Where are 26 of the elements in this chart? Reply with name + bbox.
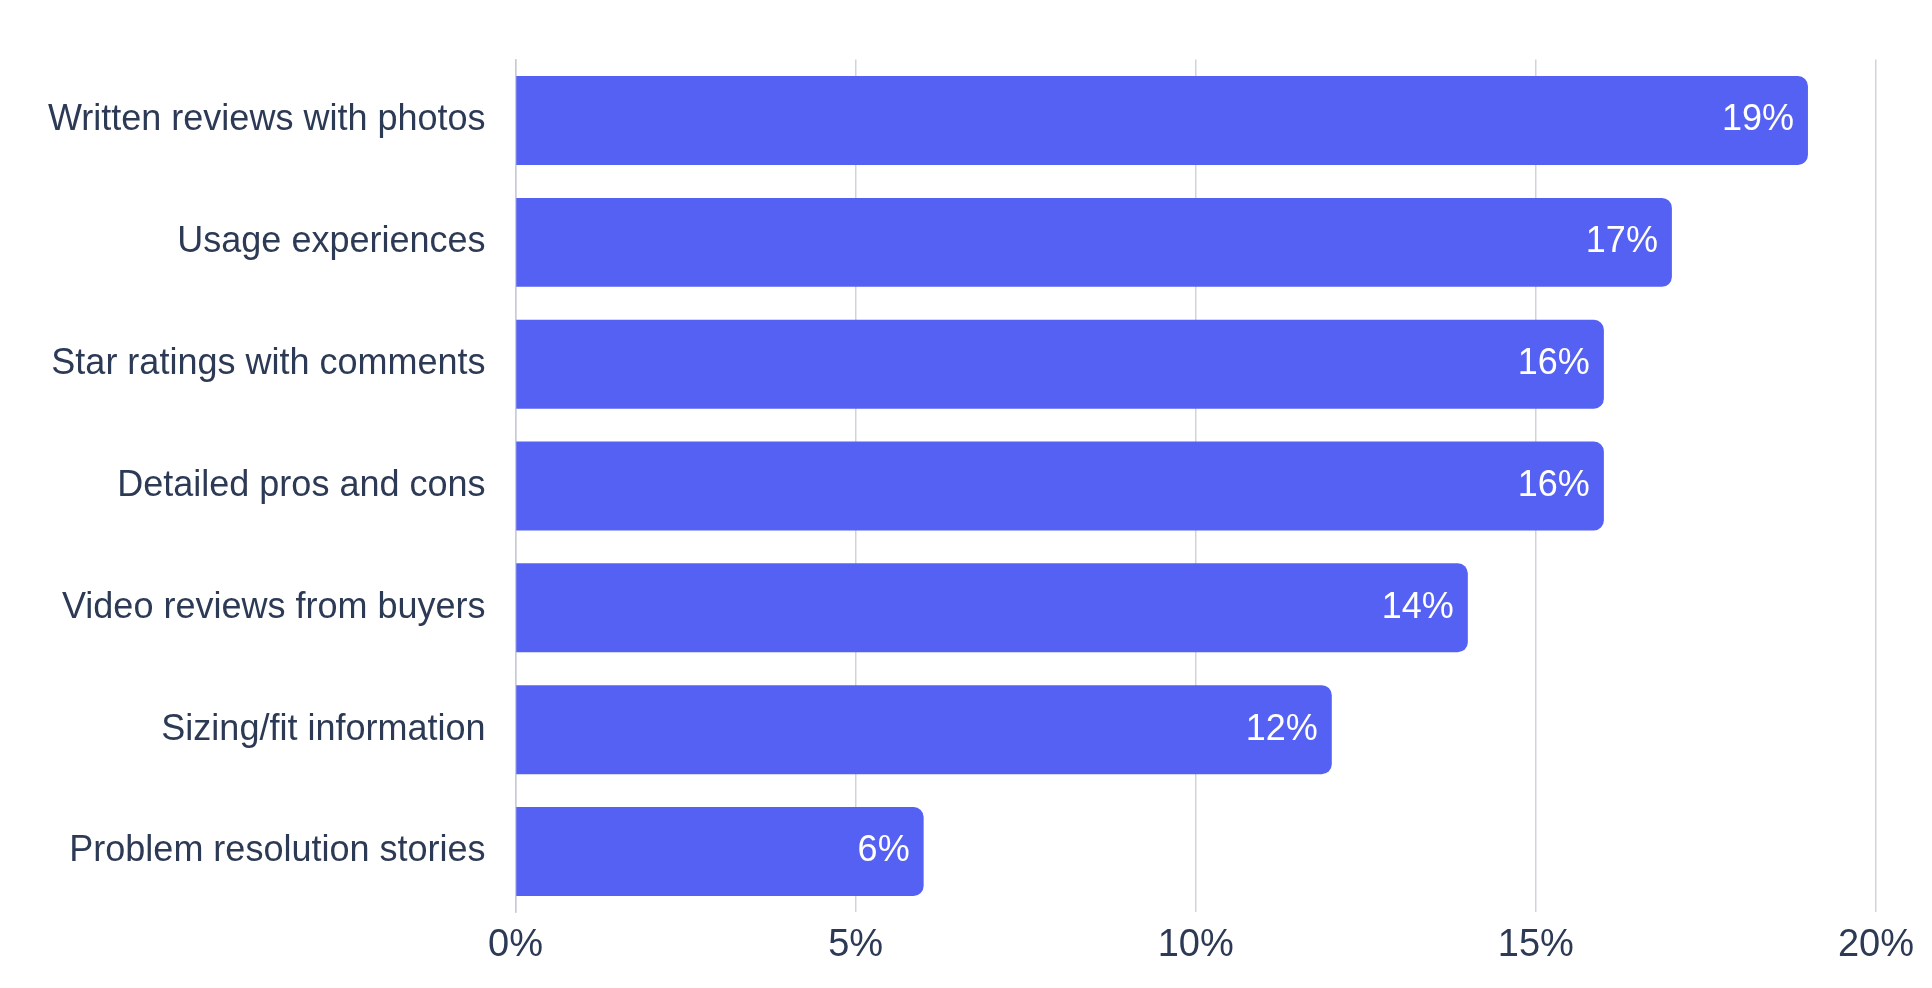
data-label: 17% bbox=[1585, 219, 1658, 261]
x-tick-label: 20% bbox=[1837, 921, 1914, 964]
data-label: 16% bbox=[1517, 462, 1590, 504]
y-tick-label: Video reviews from buyers bbox=[61, 584, 486, 626]
data-label: 19% bbox=[1721, 97, 1794, 139]
bar bbox=[516, 197, 1672, 287]
bar bbox=[516, 319, 1604, 409]
data-label: 16% bbox=[1517, 341, 1590, 383]
y-tick-label: Usage experiences bbox=[177, 219, 486, 261]
data-label: 14% bbox=[1381, 584, 1454, 626]
y-tick-label: Star ratings with comments bbox=[51, 341, 486, 383]
x-tick-label: 15% bbox=[1497, 921, 1574, 964]
y-tick-label: Detailed pros and cons bbox=[117, 462, 486, 504]
y-tick-label: Written reviews with photos bbox=[47, 97, 486, 139]
data-label: 12% bbox=[1245, 706, 1318, 748]
bar bbox=[516, 441, 1604, 531]
bar bbox=[516, 563, 1468, 653]
y-tick-label: Sizing/fit information bbox=[161, 706, 486, 748]
x-tick-label: 5% bbox=[828, 921, 884, 964]
x-tick-label: 0% bbox=[488, 921, 543, 964]
bar bbox=[516, 807, 924, 896]
y-tick-label: Problem resolution stories bbox=[69, 828, 486, 870]
bar bbox=[516, 76, 1808, 165]
bar bbox=[516, 685, 1332, 775]
data-label: 6% bbox=[857, 828, 910, 870]
x-tick-label: 10% bbox=[1157, 921, 1234, 964]
